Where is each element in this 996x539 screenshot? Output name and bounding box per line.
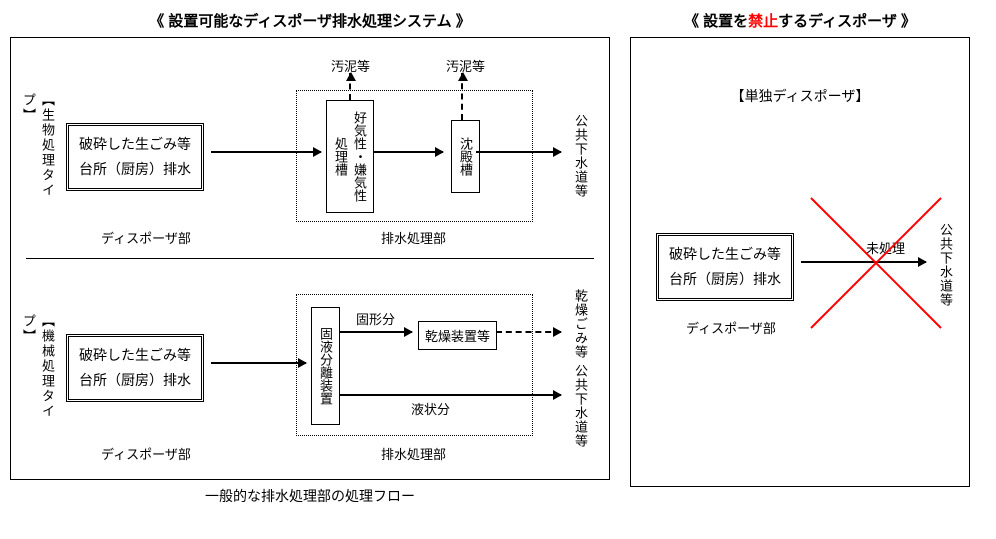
mech-dryer: 乾燥装置等 [418,321,497,350]
mech-arrow-liquid [339,394,561,396]
mech-out-liquid: 公共下水道等 [571,364,590,448]
left-panel: 《 設置可能なディスポーザ排水処理システム 》 【生物処理タイプ】 破砕した生ご… [10,10,610,506]
right-disposer-caption: ディスポーザ部 [686,318,776,337]
bio-arrow-mid [373,151,443,153]
right-title-prohibit: 禁止 [748,13,778,30]
bio-arrow-out [476,151,561,153]
mech-treatment-caption: 排水処理部 [381,444,446,463]
right-title: 《 設置を禁止するディスポーザ 》 [630,10,970,31]
left-bottom-caption: 一般的な排水処理部の処理フロー [10,486,610,506]
right-input-box: 破砕した生ごみ等 台所（厨房）排水 [656,233,794,301]
mech-input-line1: 破砕した生ごみ等 [79,343,191,368]
right-input-line2: 台所（厨房）排水 [669,267,781,292]
right-subtitle: 【単独ディスポーザ】 [631,86,969,106]
mech-dryer-label: 乾燥装置等 [425,329,490,344]
right-input-line1: 破砕した生ごみ等 [669,242,781,267]
bio-tank2-label: 沈殿槽 [458,137,473,176]
mech-separator: 固液分離装置 [311,307,340,425]
left-outer-box: 【生物処理タイプ】 破砕した生ごみ等 台所（厨房）排水 汚泥等 汚泥等 好気性・… [10,37,610,480]
mech-out-solid: 乾燥ごみ等 [571,289,590,359]
diagram-container: 《 設置可能なディスポーザ排水処理システム 》 【生物処理タイプ】 破砕した生ご… [10,10,986,506]
mech-section: 【機械処理タイプ】 破砕した生ごみ等 台所（厨房）排水 固液分離装置 乾燥装置等… [11,259,609,479]
mech-separator-label: 固液分離装置 [318,327,333,405]
right-outer-box: 【単独ディスポーザ】 破砕した生ごみ等 台所（厨房）排水 未処理 公共下水道等 … [630,37,970,487]
mech-arrow-in [211,362,306,364]
right-title-pre: 《 設置を [684,13,748,30]
mech-arrow-solid-out [496,331,561,333]
bio-input-line2: 台所（厨房）排水 [79,157,191,182]
bio-disposer-caption: ディスポーザ部 [101,228,191,247]
right-title-post: するディスポーザ 》 [778,13,916,30]
right-panel: 《 設置を禁止するディスポーザ 》 【単独ディスポーザ】 破砕した生ごみ等 台所… [630,10,970,487]
bio-arrow-in [211,151,321,153]
bio-treatment-caption: 排水処理部 [381,228,446,247]
mech-disposer-caption: ディスポーザ部 [101,444,191,463]
mech-input-line2: 台所（厨房）排水 [79,368,191,393]
bio-input-line1: 破砕した生ごみ等 [79,132,191,157]
bio-tank1: 好気性・嫌気性処理槽 [326,100,374,213]
bio-output: 公共下水道等 [571,114,590,198]
bio-input-box: 破砕した生ごみ等 台所（厨房）排水 [66,123,204,191]
bio-tank2: 沈殿槽 [451,120,480,193]
mech-arrow-solid [339,331,412,333]
mech-input-box: 破砕した生ごみ等 台所（厨房）排水 [66,334,204,402]
bio-tank1-label: 好気性・嫌気性処理槽 [333,111,367,202]
bio-section: 【生物処理タイプ】 破砕した生ごみ等 台所（厨房）排水 汚泥等 汚泥等 好気性・… [11,38,609,258]
mech-liquid-label: 液状分 [411,399,450,418]
mech-solid-label: 固形分 [356,309,395,328]
mech-type-label: 【機械処理タイプ】 [19,314,57,424]
left-title: 《 設置可能なディスポーザ排水処理システム 》 [10,10,610,31]
bio-varrow-1 [349,73,351,100]
prohibit-x-icon [806,193,946,333]
bio-varrow-2 [461,73,463,120]
bio-type-label: 【生物処理タイプ】 [19,93,57,203]
